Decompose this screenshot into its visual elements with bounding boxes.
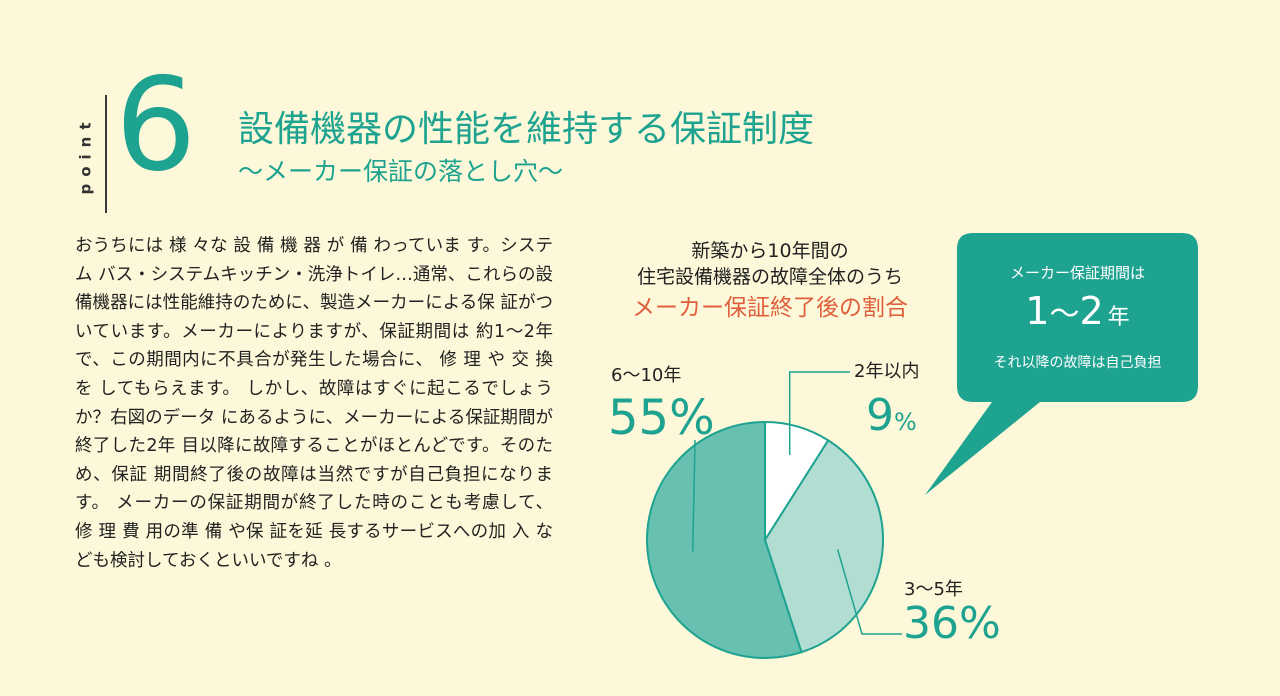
slice-value-3to5yr-num: 36 xyxy=(903,598,959,649)
page-subtitle: ～メーカー保証の落とし穴～ xyxy=(238,157,564,186)
page-title: 設備機器の性能を維持する保証制度 xyxy=(238,109,815,150)
slice-value-6to10yr: 55% xyxy=(608,394,715,442)
callout-line3: それ以降の故障は自己負担 xyxy=(993,355,1162,371)
callout-period-b: 2 xyxy=(1079,289,1104,333)
leader-line-3to5yr xyxy=(836,548,902,635)
slice-label-2yr: 2年以内 xyxy=(854,361,920,382)
slice-value-2yr-num: 9 xyxy=(866,390,894,441)
slice-value-3to5yr: 36% xyxy=(903,602,1001,646)
callout-bubble-shape xyxy=(925,233,1198,495)
body-paragraph: おうちには 様 々な 設 備 機 器 が 備 わっていま す。システム バス・シ… xyxy=(75,236,553,571)
callout-period-unit: 年 xyxy=(1107,305,1130,330)
point-number: 6 xyxy=(115,51,197,200)
leader-line-6to10yr xyxy=(691,439,696,552)
chart-title-line2: 住宅設備機器の故障全体のうち xyxy=(636,266,903,288)
callout-period-a: 1 xyxy=(1025,289,1050,333)
chart-title-highlight: メーカー保証終了後の割合 xyxy=(632,295,908,321)
slice-value-6to10yr-unit: % xyxy=(669,390,715,446)
point-divider xyxy=(105,95,107,213)
leader-line-2yr xyxy=(788,371,850,456)
callout-period-tilde: 〜 xyxy=(1049,297,1080,332)
callout-period: 1〜2 年 xyxy=(957,292,1198,330)
callout-line1: メーカー保証期間は xyxy=(1009,264,1145,282)
pie-slice-6to10yr xyxy=(646,420,803,659)
slice-value-6to10yr-num: 55 xyxy=(608,390,670,446)
slice-value-2yr-unit: % xyxy=(894,408,917,436)
slice-value-2yr: 9% xyxy=(866,394,917,438)
chart-title-line1: 新築から10年間の xyxy=(691,240,849,262)
slice-label-6to10yr: 6〜10年 xyxy=(611,365,682,386)
pie-slice-3to5yr xyxy=(763,438,884,654)
slice-value-3to5yr-unit: % xyxy=(959,598,1001,649)
slice-label-3to5yr: 3〜5年 xyxy=(904,579,963,600)
